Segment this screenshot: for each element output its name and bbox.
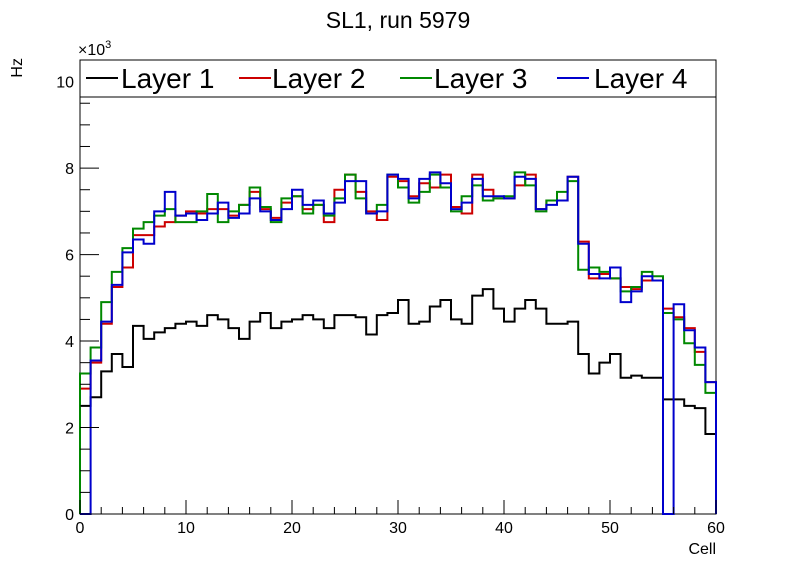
y-tick-label: 6 [65, 248, 74, 265]
x-tick-label: 20 [283, 520, 301, 537]
y-tick-label: 10 [56, 75, 74, 92]
y-axis-label: Hz [9, 58, 26, 78]
legend-entry-layer-1: Layer 1 [86, 63, 214, 94]
x-tick-label: 10 [177, 520, 195, 537]
y-tick-label: 8 [65, 161, 74, 178]
legend-entry-layer-4: Layer 4 [557, 63, 687, 94]
y-tick-label: 2 [65, 421, 74, 438]
legend-entry-layer-2: Layer 2 [239, 63, 365, 94]
legend-label-layer-3: Layer 3 [434, 63, 527, 94]
y-axis-multiplier: ×103 [78, 39, 111, 59]
series-line-layer-4 [80, 171, 717, 515]
legend-box [79, 59, 717, 98]
x-tick-label: 0 [76, 520, 85, 537]
legend-label-layer-1: Layer 1 [121, 63, 214, 94]
chart-title: SL1, run 5979 [326, 7, 471, 33]
series-layer [79, 171, 717, 515]
series-line-layer-1 [79, 288, 717, 514]
legend-entry-layer-3: Layer 3 [400, 63, 527, 94]
y-tick-label: 0 [65, 507, 74, 524]
x-tick-label: 60 [707, 520, 725, 537]
x-tick-label: 40 [495, 520, 513, 537]
x-tick-label: 30 [389, 520, 407, 537]
y-tick-label: 4 [65, 334, 74, 351]
legend-label-layer-2: Layer 2 [272, 63, 365, 94]
x-tick-label: 50 [601, 520, 619, 537]
y-axis-multiplier-base: ×10 [78, 42, 105, 59]
y-axis-multiplier-exponent: 3 [105, 39, 111, 51]
legend-label-layer-4: Layer 4 [594, 63, 687, 94]
x-axis-ticks: 0 10 20 30 40 50 60 [76, 500, 725, 537]
y-axis-ticks: 0 2 4 6 8 10 [56, 59, 99, 524]
legend: Layer 1 Layer 2 Layer 3 Layer 4 [79, 59, 717, 98]
x-axis-label: Cell [688, 541, 716, 558]
